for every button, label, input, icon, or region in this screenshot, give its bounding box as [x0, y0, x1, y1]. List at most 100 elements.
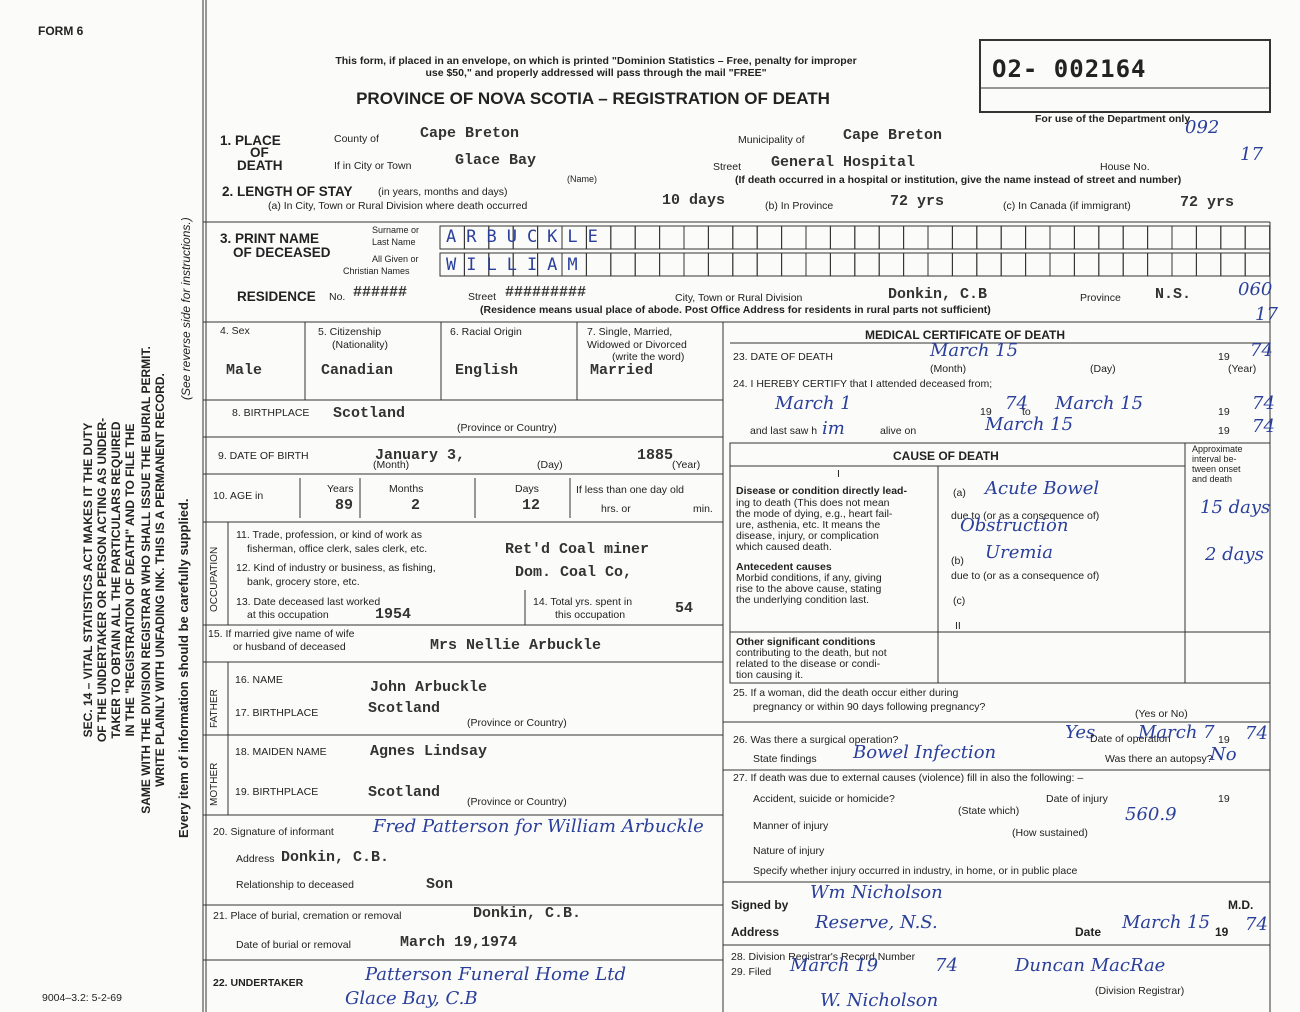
label: Date of operation	[1090, 733, 1171, 745]
label: Was there an autopsy?	[1105, 753, 1213, 765]
typed-value: Ret'd Coal miner	[505, 541, 650, 558]
caption: (Name)	[567, 174, 598, 184]
label: No.	[329, 291, 346, 303]
handwritten-value: 74	[1252, 416, 1275, 437]
label: (Yes or No)	[1135, 708, 1188, 720]
label: or husband of deceased	[233, 641, 346, 653]
vertical-text: IN THE "REGISTRATION OF DEATH" AND TO FI…	[123, 423, 137, 737]
label: Other significant conditions	[736, 636, 876, 648]
label: due to (or as a consequence of)	[951, 510, 1100, 522]
handwritten-value: March 15	[1122, 912, 1211, 933]
label: tion causing it.	[736, 669, 804, 681]
heading: RESIDENCE	[237, 289, 316, 304]
typed-value: Dom. Coal Co,	[515, 564, 633, 581]
letter-box	[1000, 225, 1027, 250]
handwritten-value: im	[822, 418, 845, 439]
label: 28. Division Registrar's Record Number	[731, 951, 916, 963]
typed-value: Donkin, C.B	[888, 286, 988, 303]
handwritten-value: March 19	[790, 955, 879, 976]
handwritten-value: Bowel Infection	[853, 742, 997, 763]
handwritten-value: 74	[1245, 723, 1268, 744]
vertical-text: MOTHER	[209, 762, 220, 806]
vertical-text: SAME WITH THE DIVISION REGISTRAR WHO SHA…	[139, 346, 153, 814]
letter-box	[1073, 252, 1100, 277]
typed-value: 1885	[637, 447, 674, 464]
heading: CAUSE OF DEATH	[893, 449, 999, 463]
label: (write the word)	[612, 351, 685, 363]
caption: tween onset	[1192, 464, 1241, 474]
typed-value: #########	[505, 284, 587, 301]
typed-value: 1954	[375, 606, 412, 623]
vertical-text: (See reverse side for instructions.)	[179, 217, 193, 400]
label: (Day)	[1090, 363, 1116, 375]
letter-box	[829, 225, 856, 250]
label: Manner of injury	[753, 820, 829, 832]
letter-box	[878, 252, 905, 277]
typed-value: 12	[522, 497, 541, 514]
handwritten-value: Uremia	[985, 542, 1053, 563]
label: Street	[713, 161, 742, 173]
label: this occupation	[555, 609, 626, 621]
handwritten-value: ARBUCKLE	[446, 227, 608, 247]
label: 4. Sex	[220, 325, 250, 337]
letter-box	[927, 225, 953, 250]
handwritten-value: 74	[1005, 393, 1028, 414]
handwritten-value: March 15	[985, 414, 1074, 435]
label: Days	[515, 483, 539, 495]
letter-box	[805, 252, 831, 277]
typed-value: 72 yrs	[1180, 194, 1235, 211]
letter-box	[634, 225, 661, 250]
typed-value: 72 yrs	[890, 193, 945, 210]
label: 5. Citizenship	[318, 326, 382, 338]
handwritten-value: Glace Bay, C.B	[345, 988, 478, 1009]
typed-value: John Arbuckle	[370, 679, 488, 696]
label: (c)	[953, 595, 966, 607]
letter-box	[1049, 225, 1075, 250]
heading: Signed by	[731, 898, 789, 912]
letter-box	[781, 225, 807, 250]
label: Address	[236, 853, 275, 865]
typed-value: January 3,	[375, 447, 466, 464]
vertical-text: WRITE PLAINLY WITH UNFADING INK. THIS IS…	[153, 373, 167, 787]
label: Municipality of	[738, 134, 805, 146]
letter-box	[1073, 225, 1100, 250]
letter-box	[1244, 252, 1271, 277]
letter-box	[1000, 252, 1027, 277]
letter-box	[1244, 225, 1271, 250]
registration-number: O2- 002164	[992, 55, 1147, 83]
label: 12. Kind of industry or business, as fis…	[236, 562, 436, 574]
label: 20. Signature of informant	[213, 826, 334, 838]
letter-box	[1122, 252, 1149, 277]
label: 19	[980, 406, 992, 418]
handwritten-value: 2 days	[1205, 544, 1264, 565]
label: 19	[1218, 351, 1230, 363]
letter-box	[610, 252, 636, 277]
vertical-text: OCCUPATION	[209, 546, 220, 612]
letter-box	[1049, 252, 1075, 277]
label: 19	[1218, 734, 1230, 746]
letter-box	[927, 252, 953, 277]
label: State findings	[753, 753, 817, 765]
label: City, Town or Rural Division	[675, 292, 803, 304]
label: and last saw h	[750, 425, 818, 437]
label: (b) In Province	[765, 200, 834, 212]
label: 19	[1218, 425, 1230, 437]
handwritten-value: Duncan MacRae	[1015, 955, 1166, 976]
vertical-text: TAKER TO OBTAIN ALL THE PARTICULARS REQU…	[109, 421, 123, 739]
letter-box	[1147, 252, 1173, 277]
typed-value: Male	[226, 362, 263, 379]
label: Nature of injury	[753, 845, 825, 857]
label: rise to the above cause, stating	[736, 583, 882, 595]
handwritten-value: March 15	[1055, 393, 1144, 414]
caption: Christian Names	[343, 266, 410, 276]
letter-box	[585, 252, 612, 277]
handwritten-value: Yes	[1065, 722, 1096, 743]
label: II	[955, 620, 961, 632]
title: PROVINCE OF NOVA SCOTIA – REGISTRATION O…	[356, 89, 830, 108]
label: (Nationality)	[332, 339, 389, 351]
label: 9. DATE OF BIRTH	[218, 450, 309, 462]
typed-value: Cape Breton	[843, 127, 943, 144]
label: at this occupation	[247, 609, 329, 621]
typed-value: Scotland	[368, 700, 441, 717]
